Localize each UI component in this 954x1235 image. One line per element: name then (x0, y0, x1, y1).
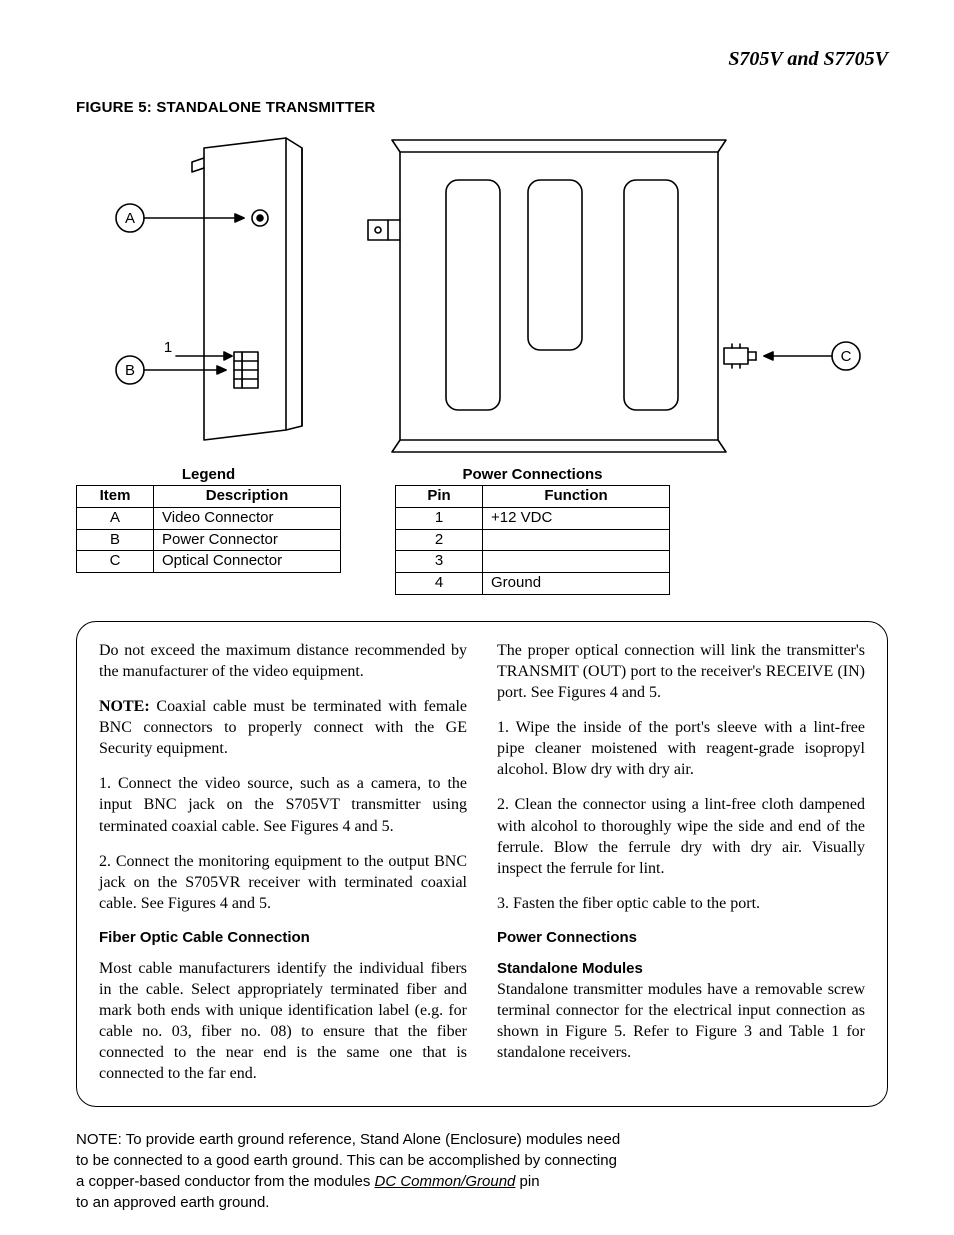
legend-cell: Video Connector (154, 507, 341, 529)
page-title: S705V and S7705V (76, 48, 888, 71)
legend-table: Item Description AVideo Connector BPower… (76, 485, 341, 573)
power-title: Power Connections (395, 466, 670, 483)
power-cell (483, 529, 670, 551)
left-p4: Most cable manufacturers identify the in… (99, 958, 467, 1085)
power-cell: 2 (396, 529, 483, 551)
legend-h0: Item (77, 486, 154, 508)
footnote: NOTE: To provide earth ground reference,… (76, 1129, 888, 1213)
footnote-line: to an approved earth ground. (76, 1194, 269, 1211)
power-heading: Power Connections (497, 928, 865, 948)
footnote-emphasis: DC Common/Ground (375, 1173, 516, 1190)
fiber-heading: Fiber Optic Cable Connection (99, 928, 467, 948)
legend-cell: A (77, 507, 154, 529)
pin1-label: 1 (164, 339, 172, 356)
note-label: NOTE: (99, 698, 150, 715)
power-table: Pin Function 1+12 VDC 2 3 4Ground (395, 485, 670, 595)
standalone-subhead: Standalone Modules (497, 960, 643, 977)
footnote-line: pin (515, 1173, 539, 1190)
right-p5: Standalone transmitter modules have a re… (497, 981, 865, 1061)
right-p1: The proper optical connection will link … (497, 640, 865, 703)
footnote-line: to be connected to a good earth ground. … (76, 1152, 617, 1169)
callout-a-label: A (125, 210, 135, 227)
instructions-box: Do not exceed the maximum distance recom… (76, 621, 888, 1108)
tables-row: Legend Item Description AVideo Connector… (76, 466, 888, 595)
right-p2: 1. Wipe the inside of the port's sleeve … (497, 717, 865, 780)
page: S705V and S7705V FIGURE 5: STANDALONE TR… (0, 0, 954, 1235)
power-cell: 1 (396, 507, 483, 529)
power-cell: 4 (396, 573, 483, 595)
right-column: The proper optical connection will link … (497, 640, 865, 1085)
callout-c-label: C (841, 348, 852, 365)
figure-diagram: A B C 1 (76, 130, 888, 460)
power-h0: Pin (396, 486, 483, 508)
standalone-block: Standalone Modules Standalone transmitte… (497, 958, 865, 1064)
legend-cell: B (77, 529, 154, 551)
legend-table-block: Legend Item Description AVideo Connector… (76, 466, 341, 595)
legend-cell: Power Connector (154, 529, 341, 551)
right-p3: 2. Clean the connector using a lint-free… (497, 794, 865, 878)
power-cell: +12 VDC (483, 507, 670, 529)
legend-cell: C (77, 551, 154, 573)
left-p2: 1. Connect the video source, such as a c… (99, 773, 467, 836)
power-h1: Function (483, 486, 670, 508)
legend-h1: Description (154, 486, 341, 508)
left-note: NOTE: Coaxial cable must be terminated w… (99, 696, 467, 759)
right-p4: 3. Fasten the fiber optic cable to the p… (497, 893, 865, 914)
power-cell: 3 (396, 551, 483, 573)
left-p1: Do not exceed the maximum distance recom… (99, 640, 467, 682)
note-text: Coaxial cable must be terminated with fe… (99, 698, 467, 757)
power-cell (483, 551, 670, 573)
left-column: Do not exceed the maximum distance recom… (99, 640, 467, 1085)
figure-caption: FIGURE 5: STANDALONE TRANSMITTER (76, 99, 888, 116)
power-cell: Ground (483, 573, 670, 595)
callout-b-label: B (125, 362, 135, 379)
legend-cell: Optical Connector (154, 551, 341, 573)
footnote-line: a copper-based conductor from the module… (76, 1173, 375, 1190)
left-p3: 2. Connect the monitoring equipment to t… (99, 851, 467, 914)
footnote-line: NOTE: To provide earth ground reference,… (76, 1131, 620, 1148)
legend-title: Legend (76, 466, 341, 483)
power-table-block: Power Connections Pin Function 1+12 VDC … (395, 466, 670, 595)
